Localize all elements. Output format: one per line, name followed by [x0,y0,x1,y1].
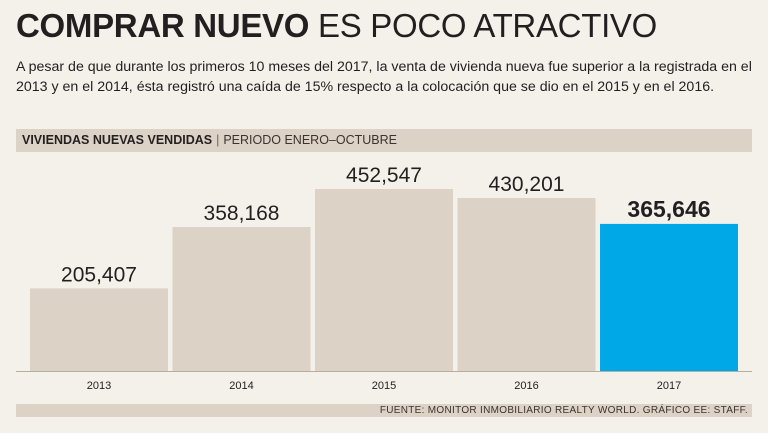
bar-2013 [30,288,168,371]
data-label-2016: 430,201 [489,173,565,196]
chart-title-bar: VIVIENDAS NUEVAS VENDIDAS | PERIODO ENERO–… [16,129,752,152]
data-label-2015: 452,547 [346,164,422,187]
x-tick-2013: 2013 [87,380,111,392]
data-label-2014: 358,168 [204,202,280,225]
data-label-2017: 365,646 [627,196,710,222]
source-bar: FUENTE: MONITOR INMOBILIARIO REALTY WORL… [16,404,752,417]
data-label-2013: 205,407 [61,263,137,286]
headline: COMPRAR NUEVO ES POCO ATRACTIVO [16,6,657,46]
chart-title: VIVIENDAS NUEVAS VENDIDAS | PERIODO ENERO–… [22,133,397,147]
headline-light: ES POCO ATRACTIVO [318,7,658,44]
intro-text: A pesar de que durante los primeros 10 m… [16,59,752,95]
chart-title-period: PERIODO ENERO–OCTUBRE [223,133,397,147]
headline-bold: COMPRAR NUEVO [16,7,310,44]
bar-2016 [457,198,596,371]
bar-2014 [172,227,311,371]
bar-2017 [600,223,738,371]
chart-title-separator: | [216,133,220,147]
x-tick-2016: 2016 [514,380,538,392]
x-tick-2015: 2015 [372,380,396,392]
x-tick-2014: 2014 [229,380,253,392]
source-text: FUENTE: MONITOR INMOBILIARIO REALTY WORL… [379,405,748,416]
chart-title-main: VIVIENDAS NUEVAS VENDIDAS [22,133,213,147]
bar-2015 [315,189,453,371]
x-tick-2017: 2017 [657,380,681,392]
